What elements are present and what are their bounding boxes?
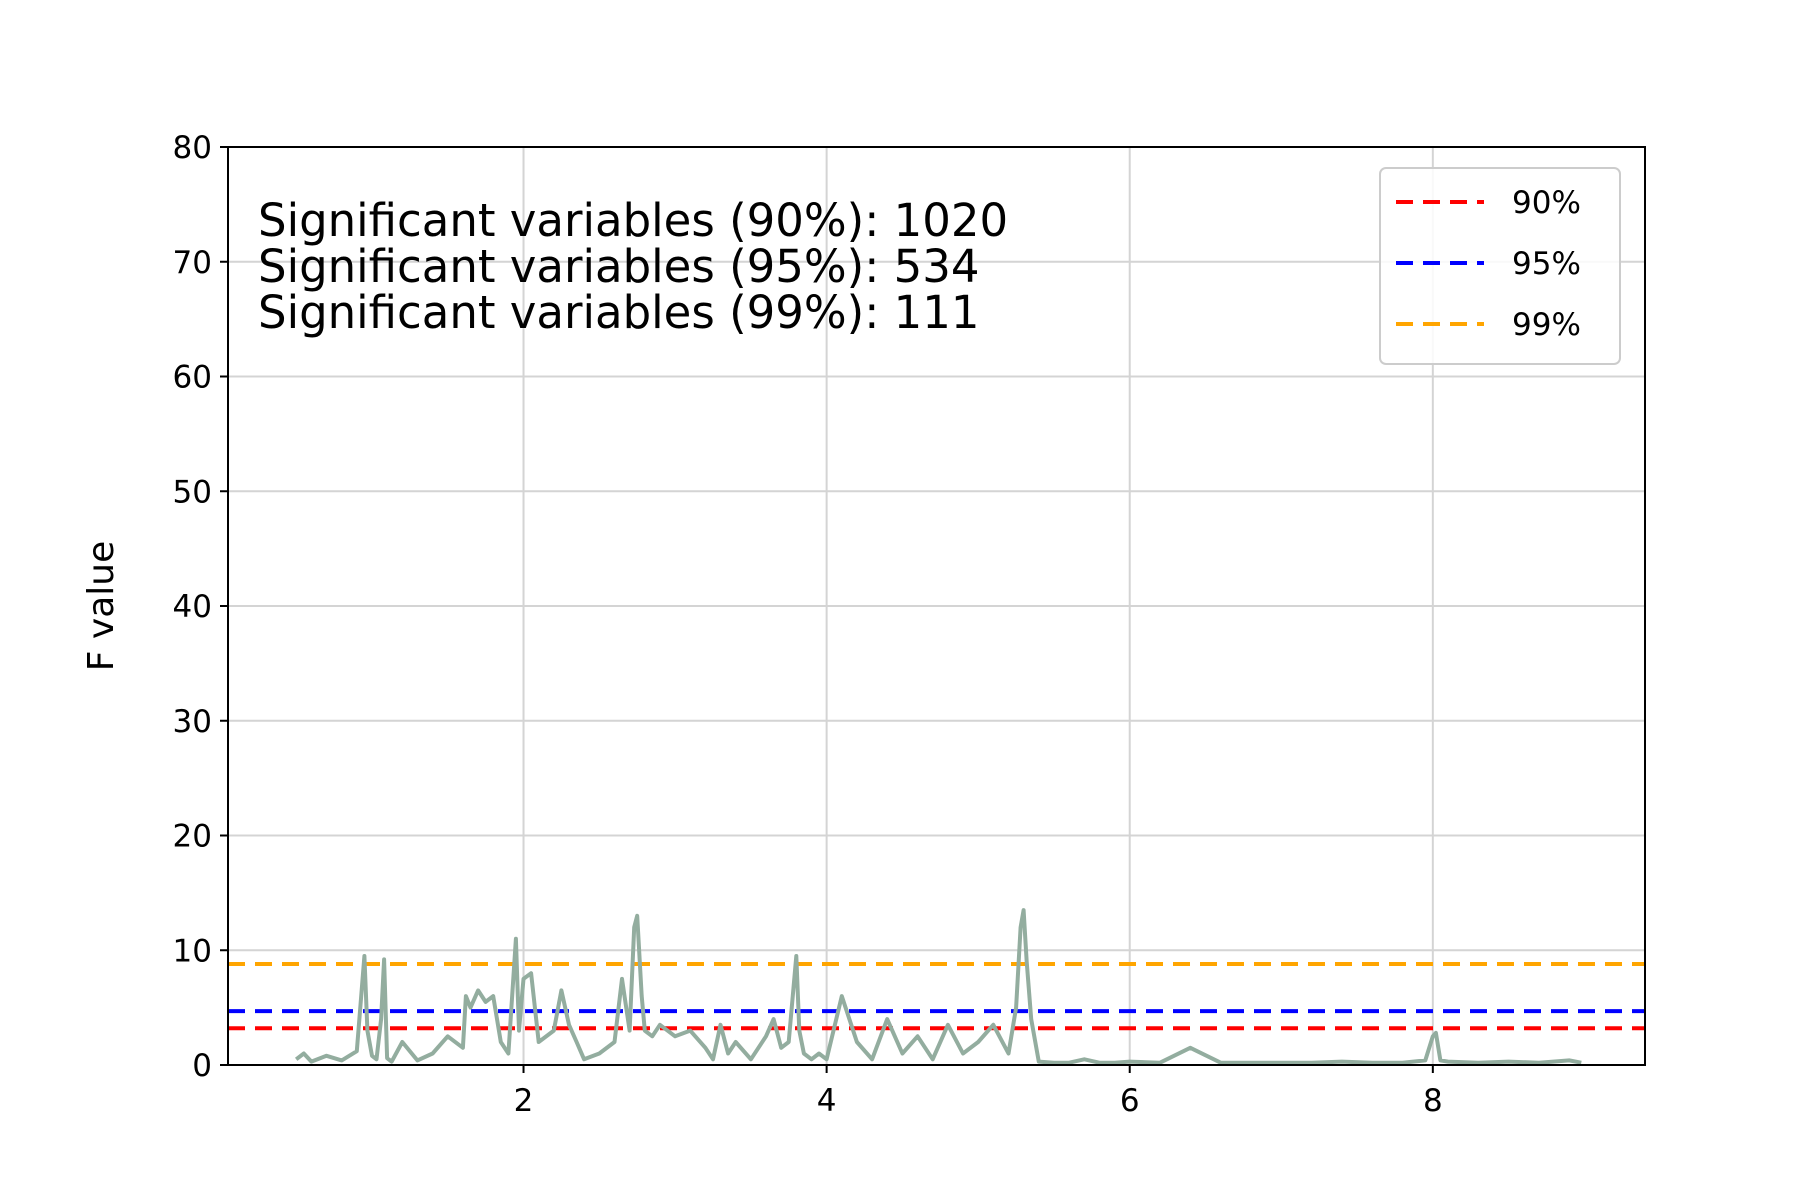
y-tick-label: 30 (173, 704, 212, 740)
x-tick-label: 2 (514, 1083, 534, 1119)
y-tick-label: 20 (173, 819, 212, 855)
legend-label-99: 99% (1512, 307, 1581, 343)
x-tick-label: 6 (1120, 1083, 1140, 1119)
f-value-series (294, 908, 1582, 1065)
y-tick-label: 40 (173, 589, 212, 625)
annotation-99: Significant variables (99%): 111 (258, 286, 980, 339)
y-tick-label: 80 (173, 130, 212, 166)
legend-box (1379, 167, 1621, 365)
annotation-95: Significant variables (95%): 534 (258, 240, 980, 293)
y-tick-label: 70 (173, 245, 212, 281)
y-tick-label: 10 (173, 933, 212, 969)
x-tick-label: 8 (1423, 1083, 1443, 1119)
y-tick-label: 60 (173, 360, 212, 396)
x-tick-label: 4 (817, 1083, 837, 1119)
legend: 90% 95% 99% (1379, 167, 1621, 365)
y-axis-label: F value (81, 541, 122, 671)
f-value-line (294, 908, 1582, 1065)
y-tick-label: 0 (192, 1048, 212, 1084)
x-axis-ticks: 2 4 6 8 (514, 1065, 1443, 1119)
threshold-lines (228, 962, 1645, 1031)
legend-label-95: 95% (1512, 246, 1581, 282)
annotation-90: Significant variables (90%): 1020 (258, 194, 1008, 247)
annotations: Significant variables (90%): 1020 Signif… (258, 194, 1008, 339)
legend-label-90: 90% (1512, 185, 1581, 221)
y-axis-ticks: 0 10 20 30 40 50 60 70 80 (173, 130, 228, 1084)
y-tick-label: 50 (173, 474, 212, 510)
